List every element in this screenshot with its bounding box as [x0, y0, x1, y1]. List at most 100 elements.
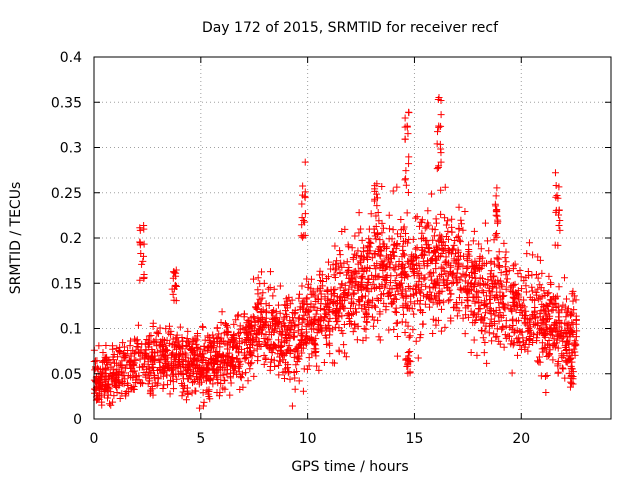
data-point	[570, 306, 578, 314]
data-point	[457, 220, 465, 228]
data-point	[517, 328, 525, 336]
data-point	[116, 343, 124, 351]
y-tick-label: 0.25	[51, 186, 82, 202]
data-point	[307, 337, 315, 345]
data-point	[498, 292, 506, 300]
data-point	[492, 291, 500, 299]
data-point	[215, 330, 223, 338]
data-point	[98, 401, 106, 409]
data-point	[236, 328, 244, 336]
data-point	[225, 349, 233, 357]
data-point	[522, 274, 530, 282]
data-point	[498, 299, 506, 307]
data-point	[351, 250, 359, 258]
data-point	[447, 290, 455, 298]
data-point	[384, 292, 392, 300]
data-point	[113, 384, 121, 392]
data-point	[545, 307, 553, 315]
data-point	[188, 389, 196, 397]
data-point	[237, 374, 245, 382]
data-point	[393, 272, 401, 280]
data-point	[166, 339, 174, 347]
data-point	[359, 273, 367, 281]
data-point	[202, 374, 210, 382]
data-point	[281, 331, 289, 339]
data-point	[214, 333, 222, 341]
data-point	[333, 293, 341, 301]
data-point	[159, 335, 167, 343]
data-point	[495, 248, 503, 256]
data-point	[540, 329, 548, 337]
data-point	[424, 207, 432, 215]
data-point	[299, 387, 307, 395]
chart-title: Day 172 of 2015, SRMTID for receiver rec…	[202, 20, 499, 36]
data-point	[493, 230, 501, 238]
data-point	[410, 310, 418, 318]
data-point	[453, 312, 461, 320]
data-point	[250, 372, 258, 380]
data-point	[481, 301, 489, 309]
data-point	[306, 321, 314, 329]
data-point	[500, 239, 508, 247]
data-point	[444, 272, 452, 280]
data-point	[404, 130, 412, 138]
data-point	[362, 318, 370, 326]
data-point	[500, 300, 508, 308]
data-point	[401, 114, 409, 122]
data-point	[231, 338, 239, 346]
data-point	[480, 349, 488, 357]
data-point	[102, 342, 110, 350]
data-point	[501, 263, 509, 271]
data-point	[429, 329, 437, 337]
data-point	[219, 364, 227, 372]
data-point	[344, 310, 352, 318]
data-point	[540, 287, 548, 295]
data-point	[549, 356, 557, 364]
data-point	[324, 286, 332, 294]
data-point	[138, 260, 146, 268]
data-point	[535, 358, 543, 366]
data-point	[110, 351, 118, 359]
data-point	[525, 239, 533, 247]
data-point	[556, 226, 564, 234]
data-point	[389, 226, 397, 234]
data-point	[206, 339, 214, 347]
data-point	[163, 358, 171, 366]
data-point	[267, 309, 275, 317]
data-point	[170, 296, 178, 304]
data-point	[500, 343, 508, 351]
data-point	[351, 282, 359, 290]
data-point	[351, 321, 359, 329]
data-point	[529, 251, 537, 259]
data-point	[475, 240, 483, 248]
data-point	[275, 371, 283, 379]
data-point	[402, 229, 410, 237]
data-point	[254, 353, 262, 361]
data-point	[316, 271, 324, 279]
data-point	[393, 242, 401, 250]
data-point	[506, 323, 514, 331]
data-point	[416, 300, 424, 308]
data-point	[136, 239, 144, 247]
data-point	[464, 282, 472, 290]
data-point	[554, 368, 562, 376]
data-point	[104, 394, 112, 402]
data-point	[258, 324, 266, 332]
data-point	[141, 340, 149, 348]
data-point	[294, 354, 302, 362]
data-point	[417, 286, 425, 294]
data-point	[338, 263, 346, 271]
data-point	[316, 304, 324, 312]
data-point	[526, 293, 534, 301]
data-point	[168, 366, 176, 374]
data-point	[170, 385, 178, 393]
data-point	[216, 389, 224, 397]
data-point	[520, 314, 528, 322]
data-point	[376, 252, 384, 260]
data-point	[379, 267, 387, 275]
data-point	[295, 340, 303, 348]
data-point	[305, 313, 313, 321]
data-point	[258, 268, 266, 276]
data-point	[326, 331, 334, 339]
data-point	[470, 309, 478, 317]
